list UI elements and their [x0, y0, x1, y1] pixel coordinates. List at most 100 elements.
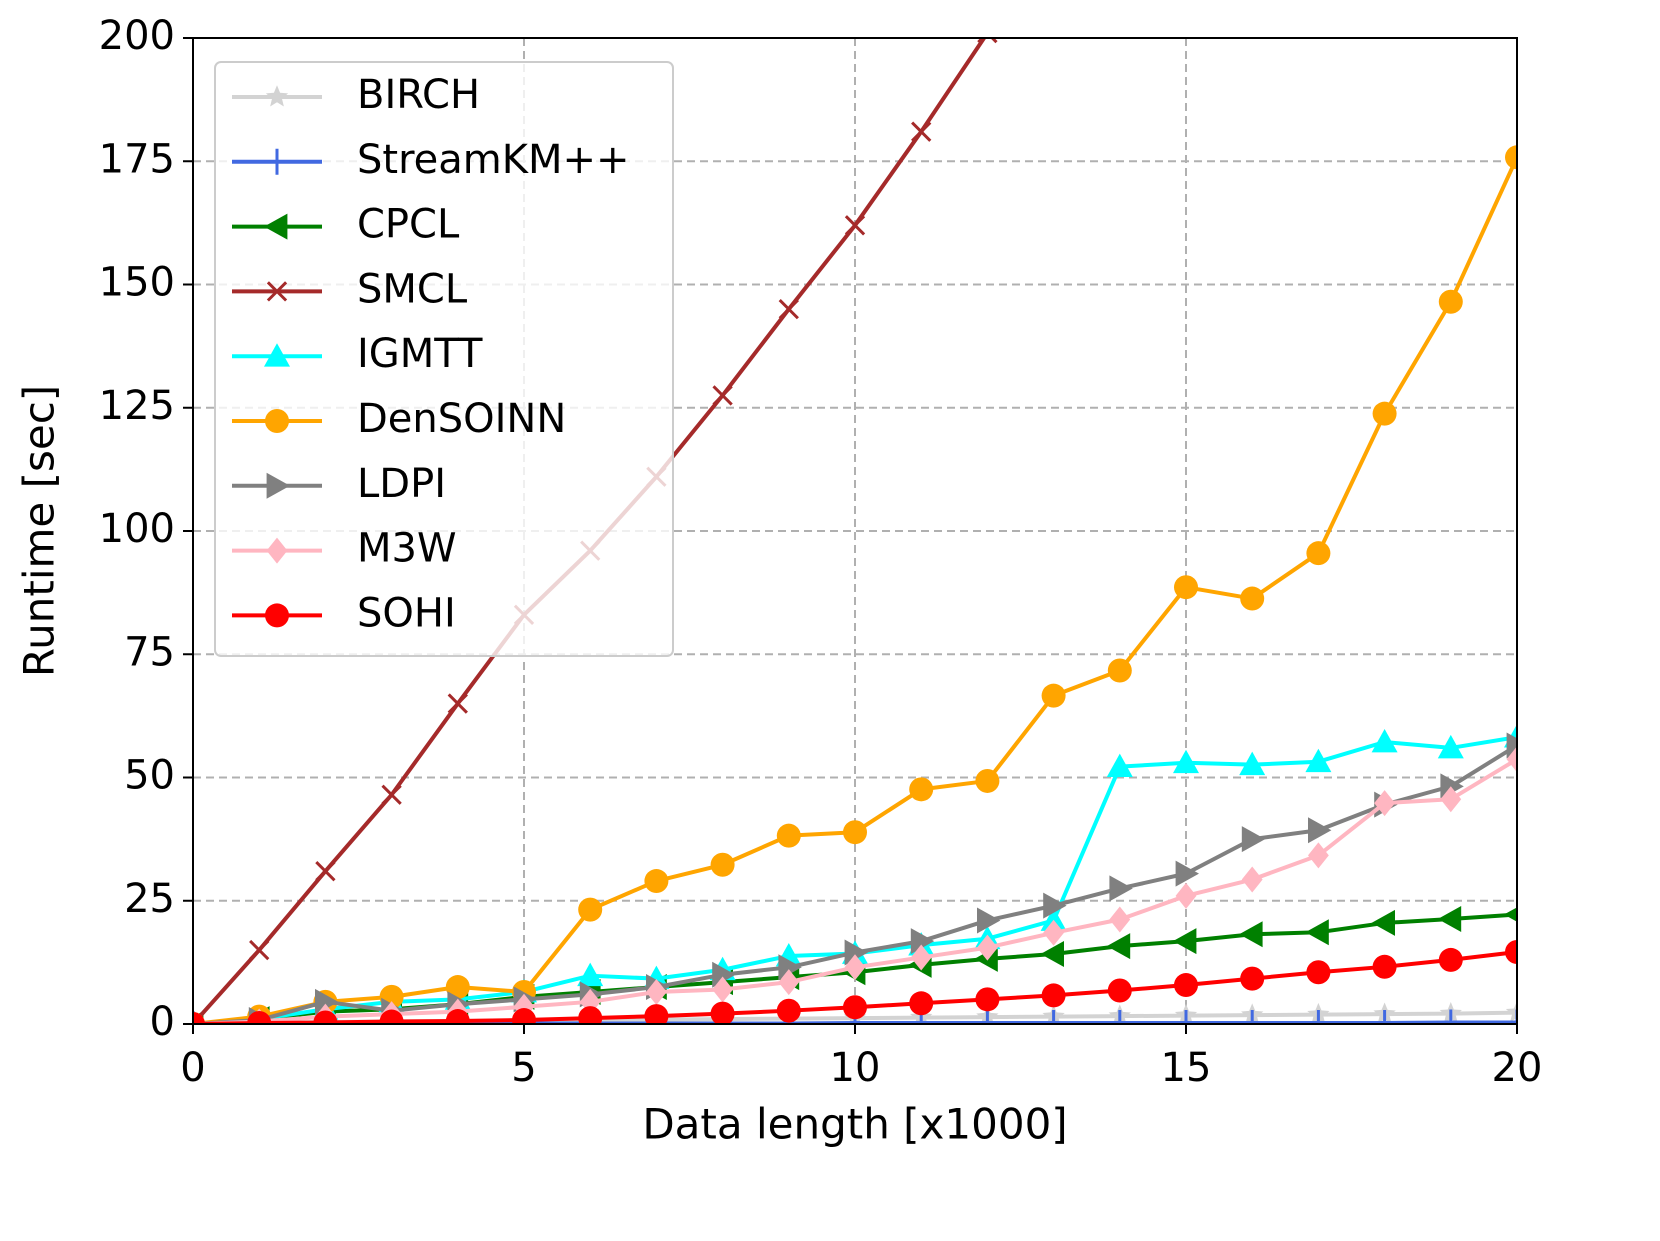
marker	[577, 962, 604, 987]
marker	[1173, 928, 1197, 955]
marker	[1041, 683, 1066, 708]
marker	[1438, 289, 1463, 314]
marker	[249, 939, 270, 961]
y-tick-label: 50	[124, 753, 175, 799]
marker	[776, 823, 801, 848]
x-tick-label: 15	[1161, 1045, 1212, 1091]
y-axis-label: Runtime [sec]	[15, 385, 64, 677]
marker	[1371, 909, 1395, 936]
marker	[977, 38, 998, 44]
y-tick-label: 150	[99, 260, 175, 306]
marker	[1043, 892, 1067, 919]
marker	[844, 215, 866, 236]
legend-marker	[265, 409, 289, 433]
marker	[1308, 842, 1329, 869]
legend-label: StreamKM++	[357, 137, 630, 183]
marker	[1240, 586, 1265, 611]
marker	[381, 784, 402, 805]
marker	[1505, 940, 1517, 965]
marker	[909, 991, 934, 1016]
marker	[644, 869, 669, 894]
marker	[710, 1001, 735, 1024]
marker	[1305, 748, 1332, 773]
marker	[1505, 1000, 1517, 1023]
x-tick-label: 20	[1492, 1045, 1543, 1091]
marker	[1107, 658, 1132, 683]
marker	[1437, 734, 1464, 759]
marker	[193, 1012, 205, 1024]
marker	[911, 121, 932, 142]
marker	[1040, 907, 1067, 931]
marker	[843, 995, 867, 1020]
plot-frame	[192, 37, 1518, 1025]
marker	[1437, 905, 1462, 932]
marker	[910, 944, 932, 971]
y-tick-label: 75	[124, 629, 175, 675]
legend-label: SMCL	[357, 266, 468, 312]
y-tick-label: 200	[99, 13, 175, 59]
legend-label: BIRCH	[357, 72, 480, 118]
marker	[1174, 973, 1198, 998]
marker	[1372, 401, 1397, 426]
marker	[1504, 907, 1517, 922]
legend-label: M3W	[357, 526, 457, 572]
legend-label: DenSOINN	[357, 396, 566, 442]
marker	[1440, 786, 1462, 813]
marker	[1106, 933, 1131, 960]
marker	[1109, 906, 1131, 933]
marker	[844, 954, 866, 981]
marker	[710, 852, 735, 877]
marker	[712, 961, 736, 988]
marker	[1239, 921, 1263, 948]
marker	[1041, 983, 1066, 1008]
marker	[578, 1006, 603, 1024]
marker	[977, 934, 998, 961]
marker	[1173, 749, 1199, 774]
marker	[1107, 978, 1132, 1003]
marker	[778, 954, 802, 981]
marker	[712, 385, 733, 406]
x-tick-label: 5	[511, 1045, 536, 1091]
legend-label: SOHI	[357, 590, 456, 636]
marker	[644, 1004, 669, 1024]
marker	[1306, 960, 1331, 985]
legend-label: IGMTT	[357, 331, 483, 377]
marker	[1241, 826, 1266, 853]
marker	[512, 1008, 536, 1024]
marker	[1438, 947, 1463, 972]
legend-marker	[266, 472, 290, 499]
x-tick-label: 0	[180, 1045, 205, 1091]
x-tick-label: 10	[830, 1045, 881, 1091]
marker	[1506, 746, 1517, 773]
legend-marker	[264, 213, 288, 240]
legend-marker	[265, 85, 289, 107]
marker	[445, 1009, 470, 1024]
legend-marker	[266, 537, 288, 564]
marker	[1374, 790, 1395, 817]
marker	[778, 298, 799, 320]
marker	[910, 928, 935, 955]
legend-label: CPCL	[357, 202, 460, 248]
marker	[844, 939, 868, 966]
marker	[247, 1011, 272, 1024]
marker	[1241, 866, 1263, 893]
legend-marker	[264, 343, 290, 367]
marker	[712, 976, 733, 1003]
marker	[646, 978, 667, 1005]
legend-marker	[266, 281, 288, 302]
marker	[578, 897, 603, 922]
marker	[313, 1010, 338, 1024]
marker	[909, 777, 934, 802]
marker	[1506, 732, 1517, 759]
legend-marker	[264, 148, 290, 175]
marker	[315, 988, 339, 1015]
marker	[975, 987, 1000, 1012]
legend-marker	[265, 603, 289, 628]
marker	[447, 693, 468, 714]
marker	[1040, 940, 1064, 967]
marker	[1371, 729, 1398, 753]
marker	[776, 998, 801, 1023]
y-tick-label: 25	[124, 876, 175, 922]
marker	[977, 907, 1001, 934]
marker	[975, 768, 1000, 793]
